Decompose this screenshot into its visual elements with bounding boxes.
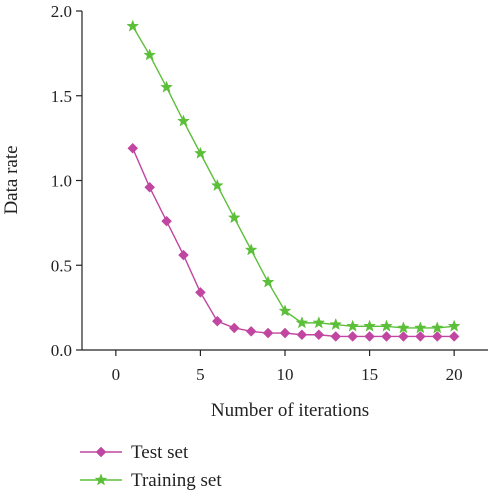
data-point: [227, 211, 241, 224]
data-point: [278, 304, 292, 317]
axes: [81, 11, 488, 351]
legend: Test set Training set: [80, 442, 222, 491]
x-tick-label: 0: [112, 365, 121, 384]
data-point: [364, 331, 375, 342]
data-point: [195, 287, 206, 298]
data-point: [262, 327, 274, 339]
data-point: [261, 275, 275, 288]
legend-item: Training set: [80, 470, 222, 491]
data-point: [448, 331, 460, 342]
x-tick-label: 10: [277, 365, 294, 384]
series-layer: [126, 19, 461, 342]
data-point: [431, 331, 443, 342]
x-tick-label: 15: [361, 365, 378, 384]
data-point: [381, 331, 392, 342]
data-point: [126, 19, 140, 32]
data-point: [347, 331, 359, 342]
legend-label: Training set: [131, 470, 222, 491]
x-axis-title: Number of iterations: [211, 400, 369, 421]
tick-marks: [76, 10, 455, 356]
data-point: [245, 326, 257, 337]
y-tick-label: 1.5: [51, 87, 72, 106]
data-point: [178, 249, 189, 261]
data-point: [330, 331, 342, 342]
y-tick-label: 0.5: [51, 256, 72, 275]
data-point: [144, 181, 156, 193]
data-point: [363, 319, 376, 332]
data-point: [414, 331, 426, 342]
data-point: [228, 322, 240, 334]
tick-labels: 0 5 10 15 20 0.0 0.5 1.0 1.5 2.0: [51, 2, 463, 384]
data-point: [380, 319, 393, 332]
data-point: [313, 329, 325, 341]
y-tick-label: 2.0: [51, 2, 72, 21]
data-point: [210, 178, 224, 192]
data-point: [447, 319, 461, 332]
data-point: [296, 329, 308, 341]
legend-marker: [95, 446, 107, 458]
data-point: [194, 146, 207, 159]
data-point: [346, 319, 360, 332]
data-point: [398, 331, 409, 342]
y-tick-label: 0.0: [51, 341, 72, 360]
data-point: [329, 317, 343, 331]
series-test-set: [127, 142, 460, 342]
y-axis-title: Data rate: [1, 145, 22, 214]
data-point: [312, 316, 326, 329]
data-point: [295, 316, 309, 329]
data-point: [279, 327, 291, 339]
data-point: [413, 321, 427, 334]
data-point: [211, 315, 223, 327]
legend-marker: [94, 473, 108, 486]
data-point: [177, 114, 190, 127]
y-tick-label: 1.0: [51, 172, 72, 191]
data-point: [161, 215, 172, 227]
series-line: [132, 148, 455, 338]
data-point: [397, 321, 410, 334]
x-tick-label: 5: [196, 365, 205, 384]
series-line: [132, 25, 455, 329]
data-point: [127, 142, 139, 154]
data-point: [143, 48, 157, 61]
data-point: [160, 80, 173, 93]
x-tick-label: 20: [446, 365, 463, 384]
data-point: [430, 321, 444, 334]
series-training-set: [126, 19, 461, 334]
legend-label: Test set: [131, 442, 189, 463]
legend-item: Test set: [80, 442, 189, 463]
data-point: [244, 243, 258, 256]
